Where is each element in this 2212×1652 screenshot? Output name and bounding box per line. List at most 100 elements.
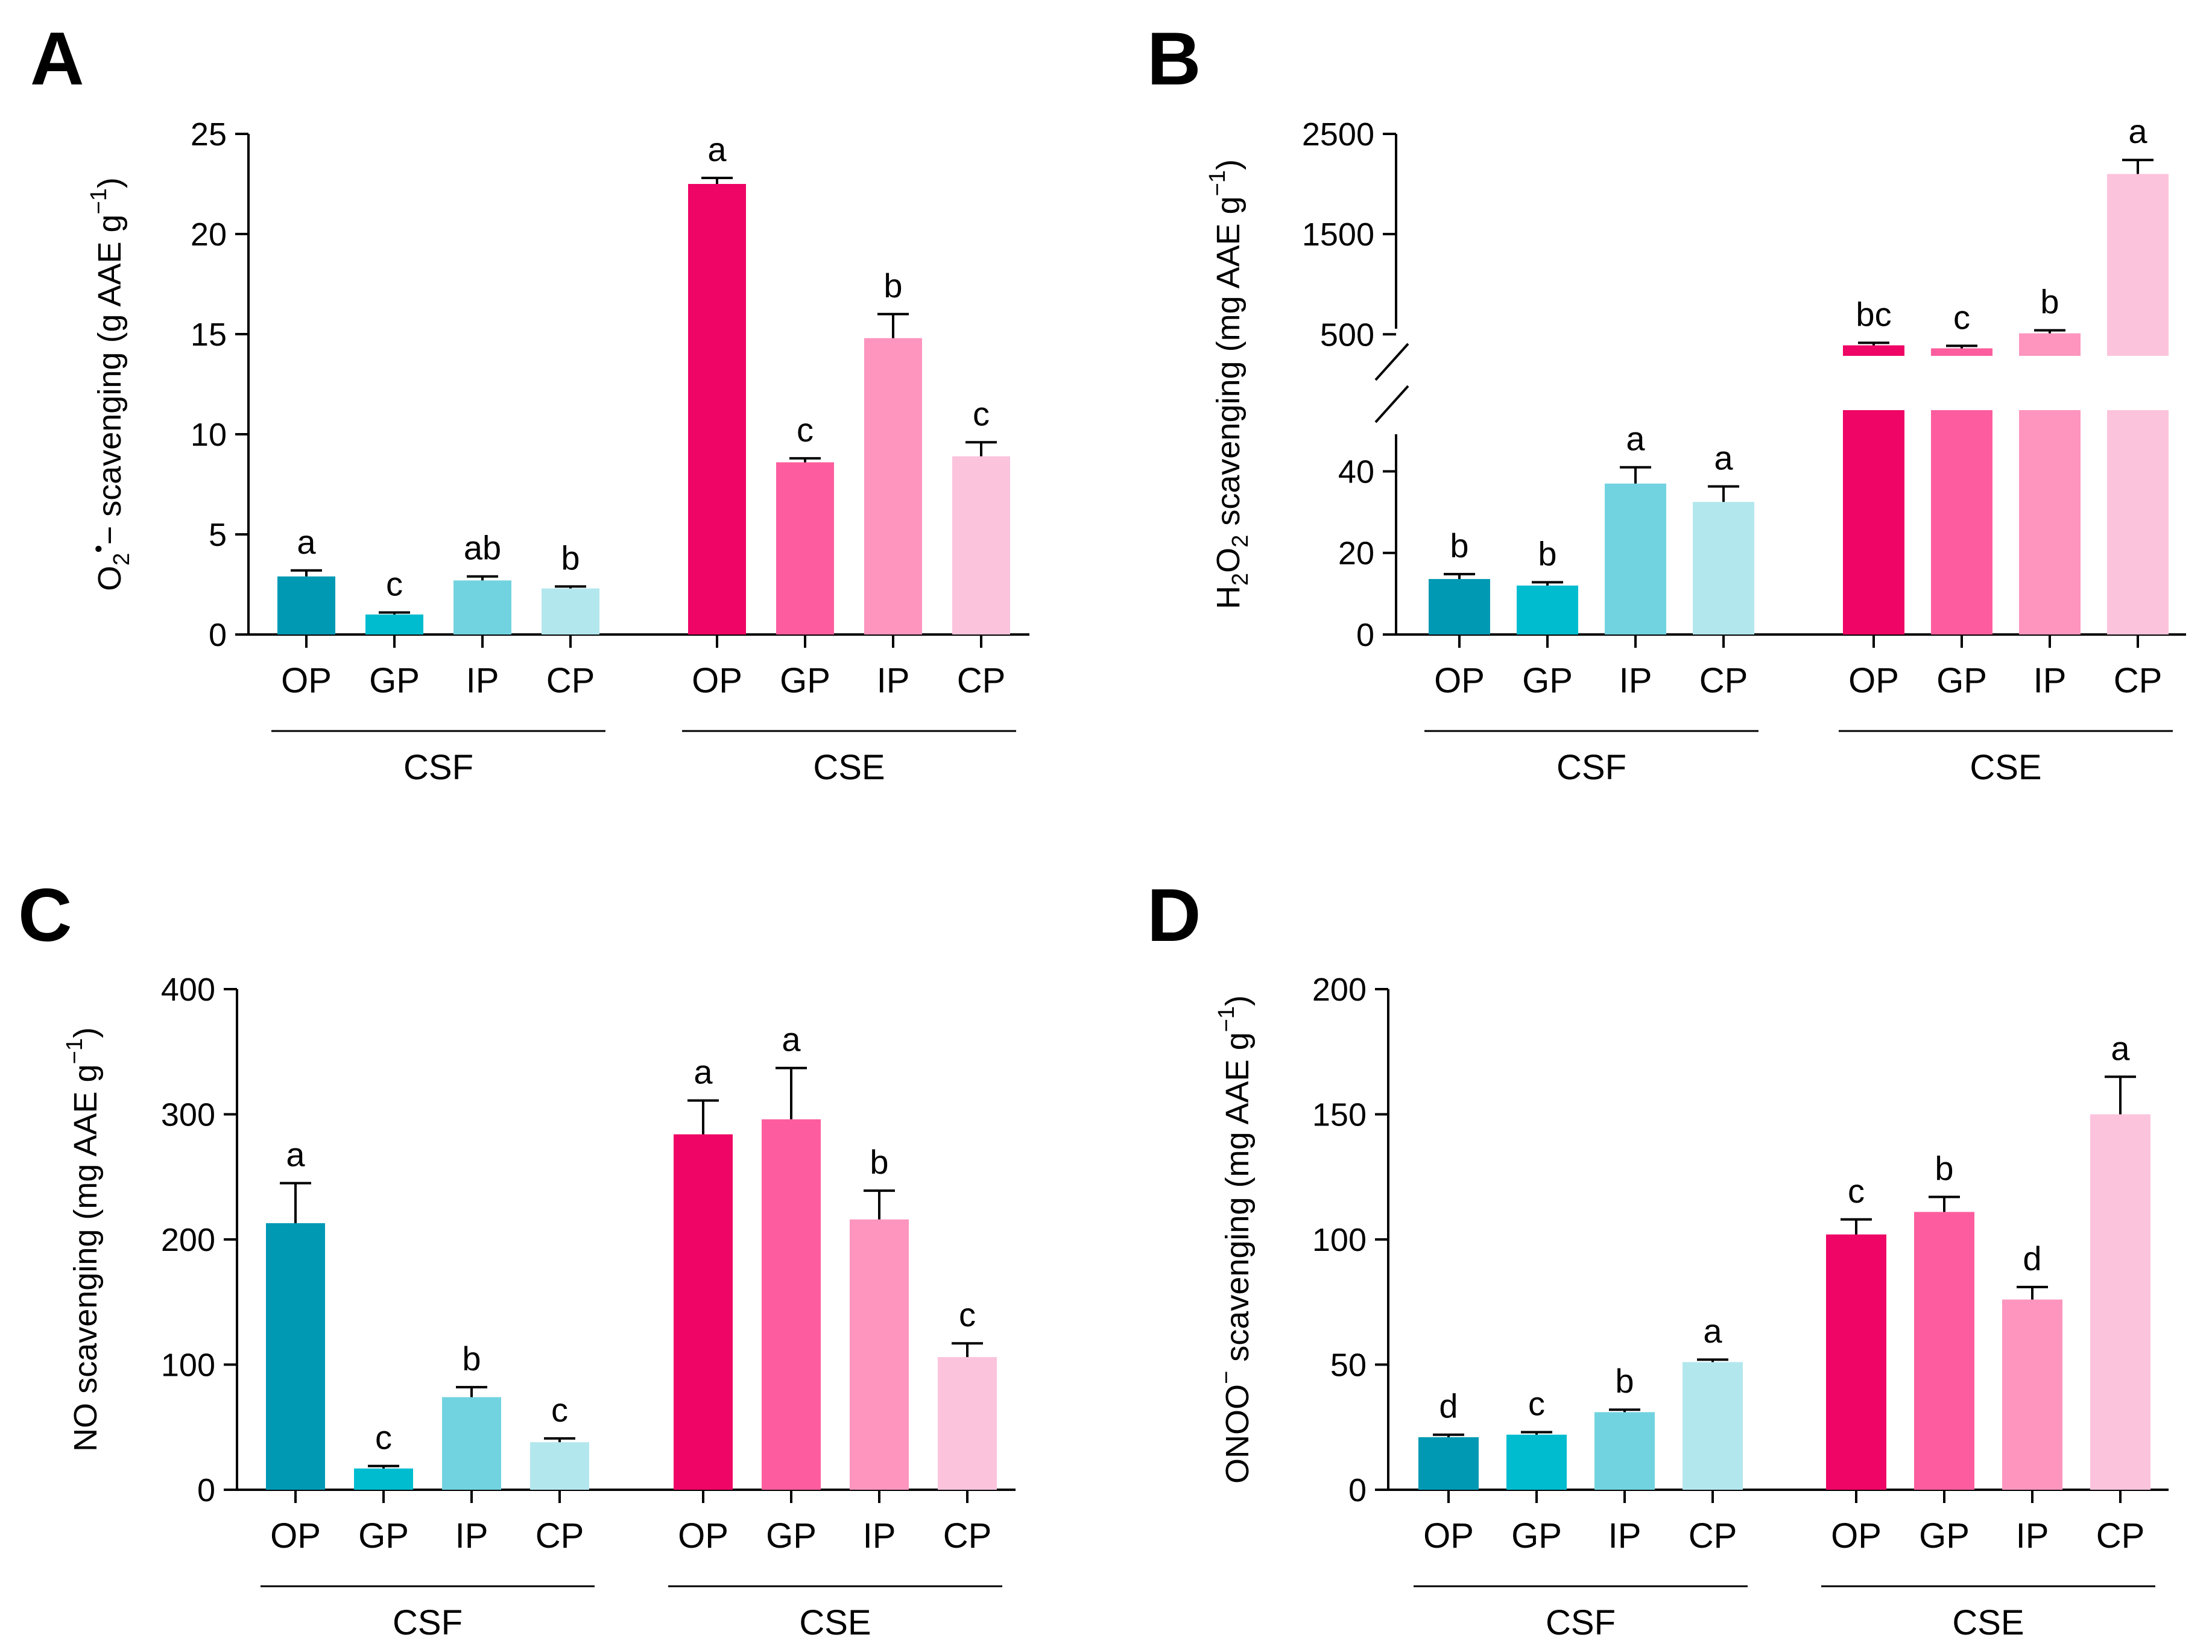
category-label: OP [270,1516,321,1555]
category-label: GP [1522,661,1573,700]
significance-letter: bc [1856,295,1891,333]
significance-letter: b [1615,1362,1634,1400]
bar-csf-gp [1517,585,1578,635]
category-label: GP [1511,1516,1562,1555]
y-tick-label: 100 [161,1347,215,1384]
category-label: CP [2114,661,2163,700]
category-label: GP [1936,661,1987,700]
panel-letter: B [1147,17,1201,101]
y-tick-label: 100 [1312,1222,1367,1258]
y-axis-title: H2O2 scavenging (mg AAE g−1) [1205,159,1253,609]
bar-csf-cp [1683,1362,1743,1490]
bar-csf-ip [1605,483,1666,635]
y-axis-title-part: −1 [86,188,112,214]
significance-letter: a [2111,1029,2130,1067]
significance-letter: a [297,523,316,561]
significance-letter: c [551,1391,568,1429]
category-label: IP [877,661,910,700]
group-label-csf: CSF [403,748,473,787]
y-axis-title-part: O [1210,548,1247,573]
bar-cse-cp [952,456,1010,635]
category-label: IP [466,661,499,700]
panel-c: C 0 100 200 300 400 a OP c GP b IP c CP CSF a OP a GP b IP c C… [18,874,1016,1642]
bar-cse-op-lower [1843,410,1904,635]
y-axis-title-part: −1 [1205,170,1230,196]
significance-letter: b [1935,1149,1953,1187]
bar-csf-ip [442,1397,501,1490]
significance-letter: a [1703,1312,1722,1350]
y-axis-title-part: 2 [1228,573,1253,586]
bar-cse-op [1826,1234,1886,1490]
group-label-cse: CSE [813,748,885,787]
panel-a: A 0 5 10 15 20 25 a OP c GP ab IP b CP CSF a OP c GP b IP c CP C… [30,17,1029,787]
significance-letter: a [1626,420,1645,458]
y-tick-label: 200 [161,1222,215,1258]
category-label: CP [2096,1516,2145,1555]
bar-cse-ip-upper [2019,333,2081,356]
category-label: IP [2033,661,2067,700]
bar-csf-op [266,1223,325,1490]
bar-csf-cp [542,588,599,635]
category-label: GP [780,661,830,700]
bar-csf-cp [1693,502,1754,635]
y-tick-label: 0 [209,617,227,653]
y-tick-label: 0 [1348,1472,1367,1508]
category-label: CP [536,1516,584,1555]
category-label: OP [692,661,742,700]
panel-b: B 0 20 40 500 1500 2500 b OP b GP a IP a CP CSF bc OP c GP b… [1147,17,2186,787]
significance-letter: a [782,1021,801,1059]
panel-d: D 0 50 100 150 200 d OP c GP b IP a CP CSF c OP b GP d IP a CP… [1147,874,2169,1642]
y-tick-label: 0 [1356,617,1374,653]
bar-cse-op [674,1134,733,1490]
category-label: OP [1423,1516,1474,1555]
y-tick-label: 40 [1338,454,1374,490]
significance-letter: a [2128,112,2147,150]
bar-cse-gp [762,1119,821,1490]
y-axis-title-part: ) [68,1027,104,1038]
y-axis-title-part: 2 [1228,535,1253,548]
bar-cse-op [688,184,746,635]
significance-letter: b [1450,527,1468,565]
significance-letter: c [386,565,403,603]
bar-cse-gp [776,462,834,635]
bar-cse-cp [938,1357,997,1490]
significance-letter: c [959,1296,976,1334]
significance-letter: d [2023,1239,2041,1277]
bar-csf-cp [530,1442,589,1490]
bar-cse-ip [850,1219,909,1490]
group-label-csf: CSF [1546,1603,1616,1642]
y-axis-title-part: • [86,545,112,552]
bar-cse-gp-upper [1931,348,1992,356]
y-tick-label: 5 [209,517,227,553]
significance-letter: c [1848,1172,1865,1210]
category-label: GP [766,1516,817,1555]
bar-csf-op [1429,579,1490,635]
significance-letter: c [797,411,814,449]
y-axis-title: O2•− scavenging (g AAE g−1) [86,177,134,591]
significance-letter: c [973,394,990,432]
bar-csf-op [277,576,335,635]
y-axis-title-part: scavenging (mg AAE g [1219,1032,1256,1370]
y-axis-title-part: H [1210,586,1247,609]
bar-cse-cp-lower [2107,410,2169,635]
category-label: CP [1699,661,1748,700]
category-label: OP [1831,1516,1882,1555]
y-axis-title-part: NO scavenging (mg AAE g [68,1065,104,1452]
bar-csf-ip [453,580,511,635]
bar-csf-gp [365,614,423,635]
y-tick-label: 400 [161,972,215,1008]
category-label: CP [957,661,1006,700]
y-tick-label: 20 [1338,536,1374,572]
category-label: GP [358,1516,409,1555]
group-label-cse: CSE [799,1603,871,1642]
category-label: OP [1848,661,1899,700]
bar-cse-op-upper [1843,345,1904,356]
axis-break-mark [1374,343,1409,381]
y-tick-label: 200 [1312,972,1367,1008]
significance-letter: a [707,130,727,168]
significance-letter: b [462,1340,481,1378]
significance-letter: d [1439,1387,1458,1425]
y-tick-label: 2500 [1302,116,1374,153]
y-axis-title-part: − scavenging (g AAE g [92,214,128,545]
